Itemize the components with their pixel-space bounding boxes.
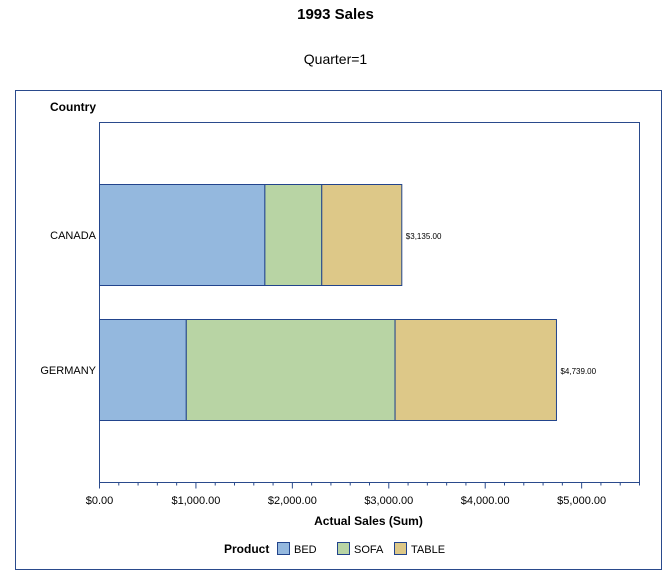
total-label-germany: $4,739.00 xyxy=(560,367,596,376)
legend-swatch-bed xyxy=(277,542,290,555)
legend-label-sofa: SOFA xyxy=(354,544,384,556)
x-tick-label: $3,000.00 xyxy=(364,495,413,507)
bar-canada-bed xyxy=(99,184,266,286)
legend-title: Product xyxy=(224,542,269,556)
total-label-canada: $3,135.00 xyxy=(406,232,442,241)
legend-swatch-sofa xyxy=(337,542,350,555)
x-tick-label: $1,000.00 xyxy=(171,495,220,507)
y-axis-title: Country xyxy=(50,100,96,114)
chart-title: 1993 Sales xyxy=(297,6,374,23)
x-tick-label: $0.00 xyxy=(86,495,114,507)
x-tick-label: $2,000.00 xyxy=(268,495,317,507)
x-tick-label: $5,000.00 xyxy=(557,495,606,507)
x-axis-title: Actual Sales (Sum) xyxy=(314,514,423,528)
bar-germany-sofa xyxy=(185,319,396,421)
plot-frame xyxy=(99,122,640,483)
y-tick-label-canada: CANADA xyxy=(50,230,97,242)
chart-subtitle: Quarter=1 xyxy=(303,51,368,67)
outer-frame xyxy=(15,90,662,570)
y-tick-label-germany: GERMANY xyxy=(40,365,96,377)
bar-canada-sofa xyxy=(264,184,323,286)
bar-germany-bed xyxy=(99,319,187,421)
bar-germany-table xyxy=(394,319,557,421)
x-tick-label: $4,000.00 xyxy=(461,495,510,507)
legend-label-bed: BED xyxy=(294,544,317,556)
legend-swatch-table xyxy=(394,542,407,555)
legend-label-table: TABLE xyxy=(411,544,445,556)
bar-canada-table xyxy=(321,184,403,286)
